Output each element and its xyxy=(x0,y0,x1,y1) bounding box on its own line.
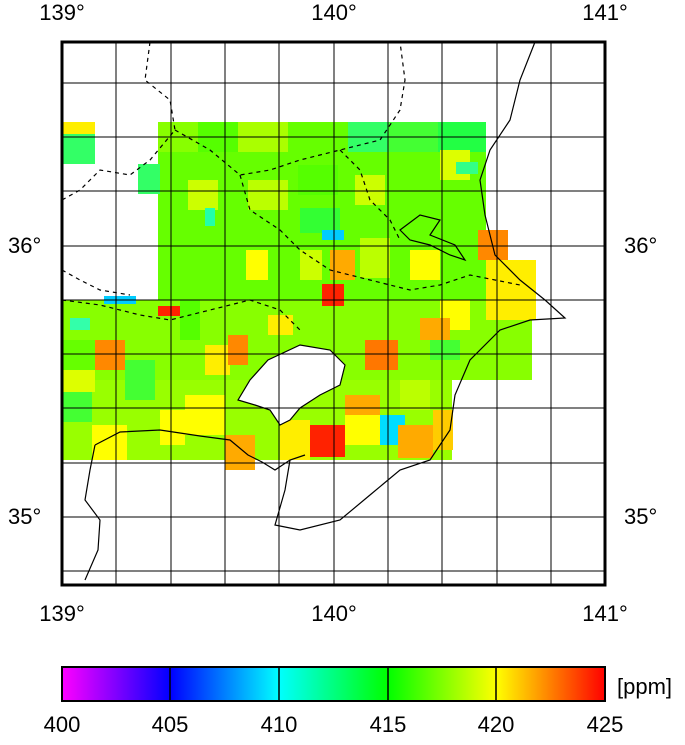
lake-kasumigaura xyxy=(399,214,467,262)
lat-label-35-left: 35° xyxy=(8,504,42,529)
colorbar-tick-420: 420 xyxy=(477,712,515,737)
lon-label-140-top: 140° xyxy=(311,0,357,25)
lat-label-35-right: 35° xyxy=(624,504,658,529)
lon-label-139-top: 139° xyxy=(39,0,85,25)
tokyo-bay xyxy=(237,344,346,426)
colorbar-unit: [ppm] xyxy=(617,674,673,699)
colorbar-gradient xyxy=(61,666,606,702)
colorbar-tick-400: 400 xyxy=(43,712,81,737)
sagami-coast xyxy=(94,429,306,471)
lon-label-139-bottom: 139° xyxy=(39,601,85,626)
graticule xyxy=(62,42,605,585)
lat-label-36-right: 36° xyxy=(624,233,658,258)
lon-label-141-top: 141° xyxy=(582,0,628,25)
concentration-cells xyxy=(62,122,536,470)
colorbar-ticks xyxy=(169,667,497,701)
lon-label-141-bottom: 141° xyxy=(582,601,628,626)
lon-label-140-bottom: 140° xyxy=(311,601,357,626)
colorbar-tick-405: 405 xyxy=(151,712,189,737)
boso-coast xyxy=(274,41,567,531)
lat-label-36-left: 36° xyxy=(8,233,42,258)
colorbar-tick-410: 410 xyxy=(260,712,298,737)
colorbar-tick-425: 425 xyxy=(586,712,624,737)
map-frame xyxy=(60,40,607,587)
izu-coast xyxy=(84,444,101,581)
colorbar-tick-415: 415 xyxy=(369,712,407,737)
